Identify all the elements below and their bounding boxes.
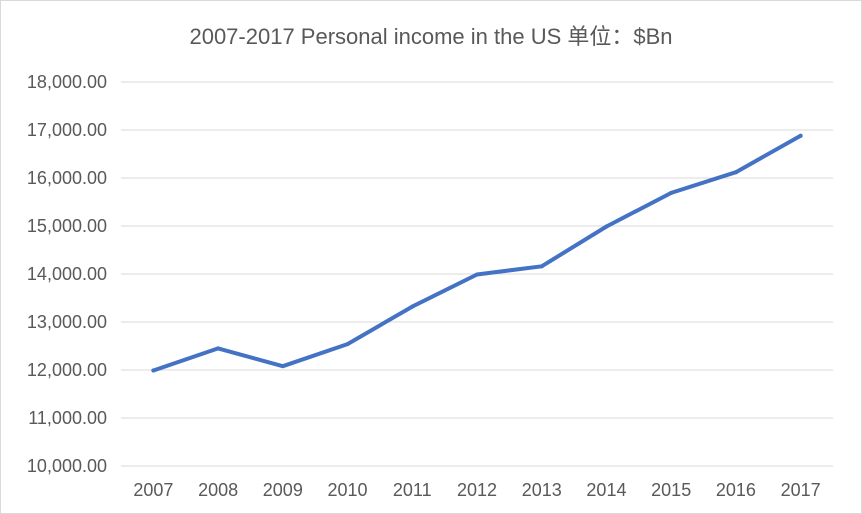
y-tick-label: 14,000.00	[27, 264, 107, 284]
y-tick-label: 15,000.00	[27, 216, 107, 236]
data-point	[345, 342, 350, 347]
data-point	[410, 304, 415, 309]
x-tick-label: 2012	[457, 480, 497, 500]
x-tick-label: 2017	[781, 480, 821, 500]
x-tick-label: 2016	[716, 480, 756, 500]
data-point	[151, 368, 156, 373]
chart-title: 2007-2017 Personal income in the US 单位：$…	[189, 24, 673, 49]
x-tick-label: 2015	[651, 480, 691, 500]
x-tick-label: 2009	[263, 480, 303, 500]
data-point	[798, 133, 803, 138]
x-tick-label: 2014	[586, 480, 626, 500]
y-tick-label: 18,000.00	[27, 72, 107, 92]
y-tick-label: 12,000.00	[27, 360, 107, 380]
data-point	[539, 264, 544, 269]
x-tick-label: 2010	[328, 480, 368, 500]
data-point	[475, 272, 479, 277]
data-point	[669, 190, 674, 195]
y-tick-label: 17,000.00	[27, 120, 107, 140]
y-tick-label: 13,000.00	[27, 312, 107, 332]
x-tick-label: 2013	[522, 480, 562, 500]
data-point	[280, 364, 285, 369]
data-point	[604, 224, 609, 229]
y-tick-label: 16,000.00	[27, 168, 107, 188]
y-tick-label: 10,000.00	[27, 456, 107, 476]
x-tick-label: 2007	[133, 480, 173, 500]
data-point	[733, 170, 738, 175]
x-tick-label: 2011	[393, 480, 432, 500]
y-tick-label: 11,000.00	[28, 408, 107, 428]
data-point	[216, 346, 221, 351]
x-tick-label: 2008	[198, 480, 238, 500]
series-line	[151, 133, 803, 373]
